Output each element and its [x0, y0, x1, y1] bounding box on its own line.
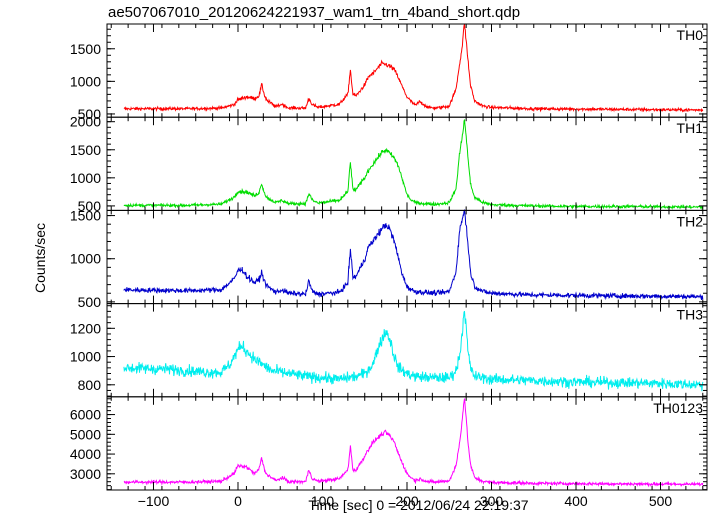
panel-frame-th2 [106, 209, 708, 305]
panel-label-th1: TH1 [677, 120, 704, 136]
light-curve-th2 [123, 208, 704, 301]
y-tick-label: 800 [78, 377, 102, 393]
light-curve-th0123 [123, 398, 704, 488]
x-tick-label: 100 [311, 493, 335, 509]
y-tick-label: 1500 [70, 41, 101, 57]
y-tick-label: 1200 [70, 320, 101, 336]
y-tick-label: 1000 [70, 170, 101, 186]
y-tick-label: 1500 [70, 142, 101, 158]
y-tick-label: 500 [78, 198, 102, 214]
panel-label-th0123: TH0123 [653, 400, 703, 416]
panel-label-th3: TH3 [677, 307, 704, 323]
y-tick-label: 1000 [70, 73, 101, 89]
panel-label-th0: TH0 [677, 27, 704, 43]
x-tick-label: 500 [649, 493, 673, 509]
y-tick-label: 500 [78, 294, 102, 310]
x-tick-label: −100 [138, 493, 170, 509]
chart-title: ae507067010_20120624221937_wam1_trn_4ban… [108, 4, 521, 21]
y-tick-label: 1000 [70, 349, 101, 365]
y-tick-label: 1000 [70, 251, 101, 267]
x-axis-label: Time [sec] 0 = 2012/06/24 22:19:37 [308, 497, 529, 513]
y-tick-label: 5000 [70, 426, 101, 442]
light-curve-th3 [123, 310, 704, 392]
y-tick-label: 3000 [70, 466, 101, 482]
x-tick-label: 400 [564, 493, 588, 509]
x-tick-label: 300 [480, 493, 504, 509]
light-curve-th1 [123, 119, 704, 211]
light-curve-th0 [123, 23, 704, 113]
y-tick-label: 2000 [70, 114, 101, 130]
panel-frame-th0123 [106, 396, 708, 491]
y-tick-label: 1500 [70, 208, 101, 224]
y-tick-label: 500 [78, 106, 102, 122]
y-tick-label: 4000 [70, 446, 101, 462]
y-tick-label: 6000 [70, 407, 101, 423]
panel-frame-th1 [106, 116, 708, 211]
x-tick-label: 0 [234, 493, 242, 509]
panel-frame-th0 [106, 23, 708, 118]
panel-label-th2: TH2 [677, 213, 704, 229]
x-tick-label: 200 [395, 493, 419, 509]
